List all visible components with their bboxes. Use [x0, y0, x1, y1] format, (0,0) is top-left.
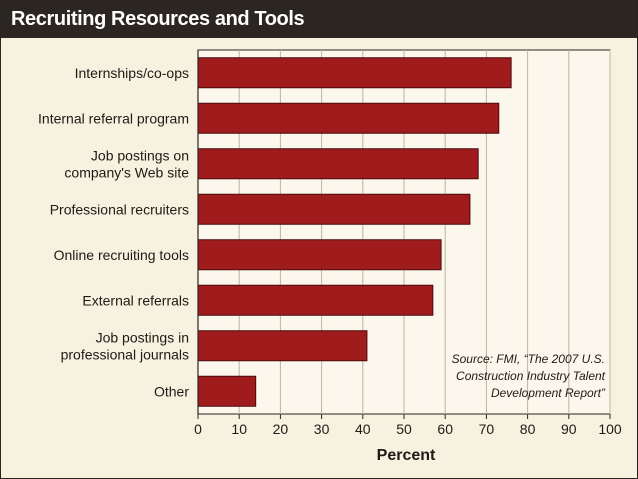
source-line: Development Report”: [491, 386, 606, 400]
category-label: Internships/co-ops: [75, 65, 189, 81]
source-line: Source: FMI, “The 2007 U.S.: [452, 352, 605, 366]
bar: [197, 284, 434, 316]
category-label: Online recruiting tools: [54, 247, 189, 263]
category-label: External referrals: [82, 292, 189, 308]
x-tick-label: 90: [561, 421, 577, 437]
category-label: Job postings in: [96, 329, 189, 345]
category-label: Professional recruiters: [50, 201, 189, 217]
x-axis-label: Percent: [377, 447, 436, 464]
x-tick-label: 10: [231, 421, 247, 437]
category-label: professional journals: [61, 346, 189, 362]
x-tick-label: 80: [520, 421, 536, 437]
bar: [197, 193, 471, 225]
x-tick-label: 20: [273, 421, 289, 437]
x-tick-label: 50: [396, 421, 412, 437]
category-label: Internal referral program: [38, 110, 189, 126]
bar: [197, 102, 500, 134]
source-note: Source: FMI, “The 2007 U.S. Construction …: [452, 352, 606, 400]
chart-title: Recruiting Resources and Tools: [11, 8, 305, 30]
x-ticks: 0 10 20 30 40 50 60 70 80 90 100: [194, 414, 622, 437]
x-tick-label: 0: [194, 421, 202, 437]
category-labels: Internships/co-ops Internal referral prog…: [38, 65, 189, 400]
x-tick-label: 70: [479, 421, 495, 437]
bar: [197, 330, 368, 362]
bar: [197, 148, 479, 180]
x-tick-label: 40: [355, 421, 371, 437]
source-line: Construction Industry Talent: [456, 369, 606, 383]
x-tick-label: 60: [437, 421, 453, 437]
category-label: Job postings on: [91, 147, 189, 163]
x-tick-label: 100: [598, 421, 622, 437]
bars: [197, 57, 512, 407]
bar: [197, 57, 512, 89]
bar: [197, 239, 442, 271]
title-bar: Recruiting Resources and Tools: [1, 1, 637, 38]
x-tick-label: 30: [314, 421, 330, 437]
bar: [197, 375, 257, 407]
category-label: company's Web site: [64, 164, 189, 180]
category-label: Other: [154, 383, 189, 399]
